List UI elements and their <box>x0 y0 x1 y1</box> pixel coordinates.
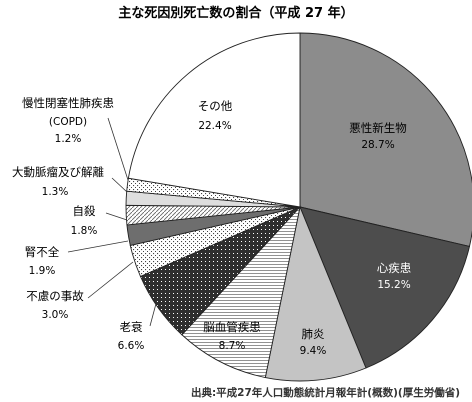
value-slice-肺炎: 9.4% <box>300 345 327 357</box>
pie-slices <box>125 32 472 382</box>
slice-脳血管疾患 <box>181 205 301 379</box>
value-slice-悪性新生物: 28.7% <box>361 139 394 151</box>
label2-slice-慢性閉塞性肺疾患: (COPD) <box>49 116 87 128</box>
leader-slice-老衰 <box>149 299 158 327</box>
slice-肺炎 <box>264 205 367 382</box>
slice-悪性新生物 <box>299 32 472 248</box>
value-slice-老衰: 6.6% <box>118 340 145 352</box>
label-slice-自殺: 自殺 <box>73 204 96 218</box>
value-slice-脳血管疾患: 8.7% <box>219 340 246 352</box>
leader-slice-自殺 <box>105 212 128 221</box>
value-slice-大動脈瘤及び解離: 1.3% <box>42 186 69 198</box>
slice-心疾患 <box>299 206 471 369</box>
leader-slice-大動脈瘤及び解離 <box>111 177 128 193</box>
label-slice-大動脈瘤及び解離: 大動脈瘤及び解離 <box>12 165 104 179</box>
value-slice-その他: 22.4% <box>198 120 231 132</box>
label-slice-不慮の事故: 不慮の事故 <box>26 289 84 303</box>
label-slice-脳血管疾患: 脳血管疾患 <box>203 320 261 334</box>
slice-labels: 悪性新生物 28.7% 心疾患 15.2% 肺炎 9.4% 脳血管疾患 8.7% 老衰 6.6% 不… <box>12 96 411 357</box>
label-slice-老衰: 老衰 <box>120 320 143 334</box>
label-slice-その他: その他 <box>198 99 233 113</box>
leader-lines <box>67 117 158 327</box>
value-slice-心疾患: 15.2% <box>377 279 410 291</box>
value-slice-慢性閉塞性肺疾患: 1.2% <box>55 133 82 145</box>
label-slice-肺炎: 肺炎 <box>302 327 325 341</box>
label-slice-悪性新生物: 悪性新生物 <box>349 121 407 135</box>
value-slice-不慮の事故: 3.0% <box>42 309 69 321</box>
leader-slice-慢性閉塞性肺疾患 <box>107 117 129 181</box>
chart-title: 主な死因別死亡数の割合（平成 27 年） <box>118 5 353 21</box>
value-slice-自殺: 1.8% <box>71 225 98 237</box>
label-slice-心疾患: 心疾患 <box>377 261 412 275</box>
source-note: 出典:平成27年人口動態統計月報年計(概数)(厚生労働省) <box>191 386 460 399</box>
leader-slice-不慮の事故 <box>87 261 134 299</box>
label-slice-腎不全: 腎不全 <box>25 245 60 259</box>
slice-その他 <box>127 32 301 208</box>
value-slice-腎不全: 1.9% <box>29 265 56 277</box>
leader-slice-腎不全 <box>67 240 129 253</box>
label-slice-慢性閉塞性肺疾患: 慢性閉塞性肺疾患 <box>22 96 114 110</box>
